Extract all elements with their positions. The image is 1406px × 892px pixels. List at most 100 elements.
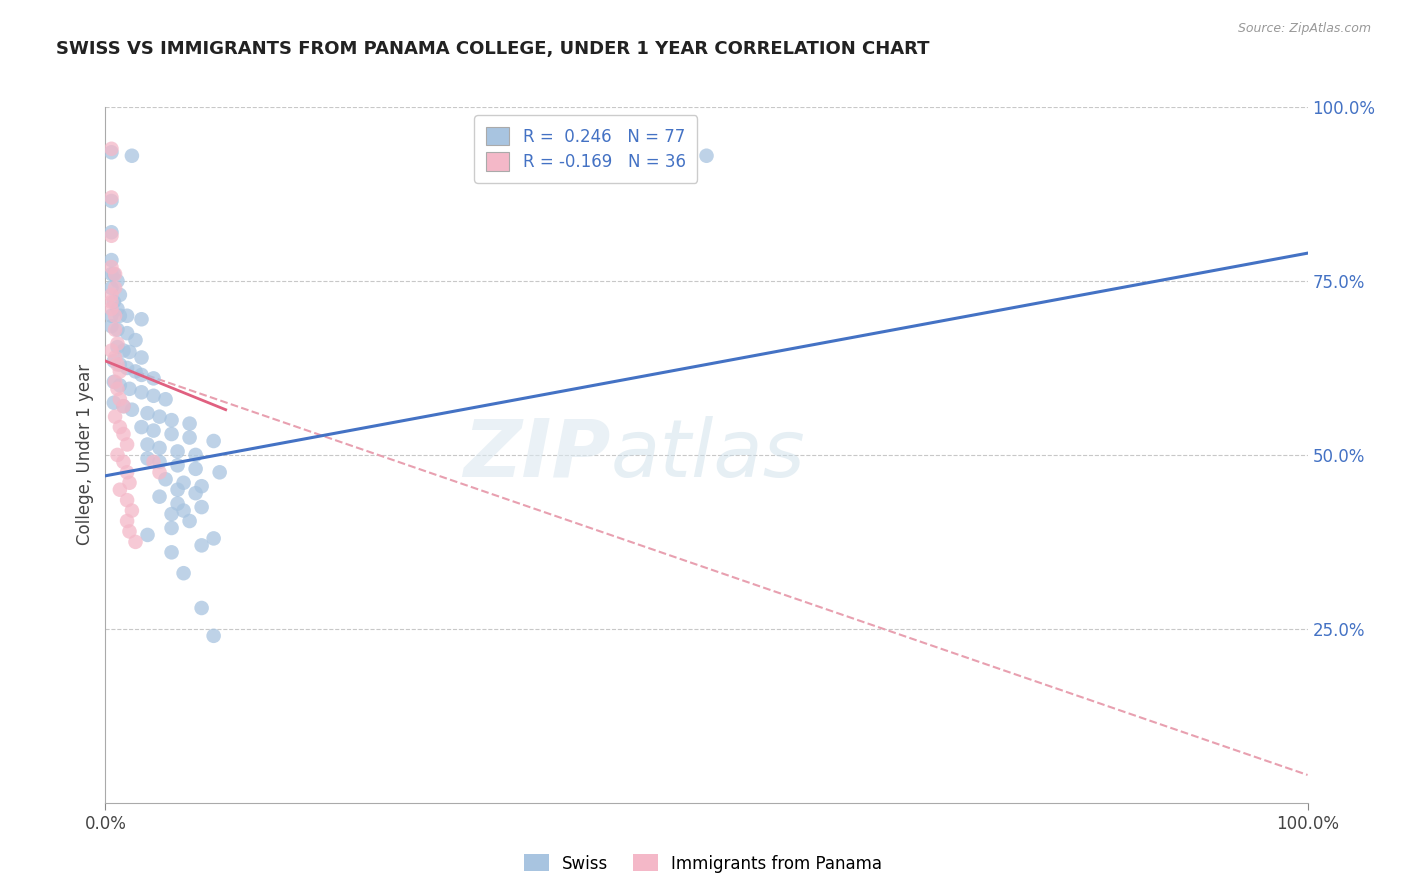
Legend: Swiss, Immigrants from Panama: Swiss, Immigrants from Panama — [517, 847, 889, 880]
Point — [104, 267, 127, 281]
Point — [100, 260, 122, 274]
Point — [190, 538, 212, 552]
Point — [136, 528, 159, 542]
Point — [108, 309, 131, 323]
Point — [160, 545, 183, 559]
Point — [160, 427, 183, 442]
Point — [148, 490, 170, 504]
Point — [100, 309, 122, 323]
Point — [208, 466, 231, 480]
Point — [100, 281, 122, 295]
Point — [103, 294, 125, 309]
Point — [100, 288, 122, 302]
Point — [121, 503, 143, 517]
Text: ZIP: ZIP — [463, 416, 610, 494]
Point — [124, 333, 146, 347]
Point — [179, 514, 201, 528]
Point — [115, 514, 138, 528]
Point — [108, 364, 131, 378]
Point — [142, 455, 165, 469]
Point — [107, 323, 129, 337]
Point — [136, 451, 159, 466]
Point — [142, 389, 165, 403]
Point — [108, 358, 131, 372]
Point — [124, 364, 146, 378]
Point — [112, 427, 135, 442]
Point — [166, 483, 188, 497]
Point — [108, 378, 131, 392]
Point — [107, 301, 129, 316]
Point — [166, 458, 188, 473]
Point — [121, 402, 143, 417]
Point — [131, 312, 153, 326]
Text: Source: ZipAtlas.com: Source: ZipAtlas.com — [1237, 22, 1371, 36]
Point — [100, 225, 122, 239]
Point — [160, 521, 183, 535]
Point — [107, 274, 129, 288]
Point — [107, 382, 129, 396]
Point — [131, 368, 153, 382]
Point — [118, 345, 141, 359]
Point — [190, 479, 212, 493]
Point — [202, 434, 225, 448]
Point — [202, 532, 225, 546]
Point — [136, 437, 159, 451]
Point — [173, 475, 195, 490]
Point — [100, 253, 122, 268]
Point — [100, 194, 122, 208]
Point — [107, 340, 129, 354]
Point — [155, 392, 177, 407]
Point — [155, 472, 177, 486]
Point — [142, 424, 165, 438]
Point — [202, 629, 225, 643]
Point — [131, 351, 153, 365]
Point — [166, 497, 188, 511]
Point — [100, 319, 122, 334]
Point — [112, 399, 135, 413]
Point — [104, 281, 127, 295]
Point — [118, 524, 141, 539]
Point — [184, 448, 207, 462]
Point — [118, 475, 141, 490]
Point — [100, 145, 122, 160]
Point — [112, 343, 135, 358]
Point — [696, 149, 718, 163]
Point — [108, 420, 131, 434]
Point — [160, 413, 183, 427]
Point — [124, 535, 146, 549]
Point — [148, 441, 170, 455]
Point — [184, 486, 207, 500]
Point — [104, 309, 127, 323]
Point — [115, 466, 138, 480]
Point — [112, 399, 135, 413]
Point — [100, 142, 122, 156]
Text: atlas: atlas — [610, 416, 806, 494]
Point — [100, 228, 122, 243]
Point — [131, 420, 153, 434]
Point — [115, 437, 138, 451]
Point — [173, 566, 195, 581]
Point — [107, 448, 129, 462]
Point — [115, 360, 138, 375]
Point — [104, 409, 127, 424]
Point — [100, 301, 122, 316]
Point — [100, 294, 122, 309]
Legend: R =  0.246   N = 77, R = -0.169   N = 36: R = 0.246 N = 77, R = -0.169 N = 36 — [474, 115, 697, 183]
Point — [100, 343, 122, 358]
Text: SWISS VS IMMIGRANTS FROM PANAMA COLLEGE, UNDER 1 YEAR CORRELATION CHART: SWISS VS IMMIGRANTS FROM PANAMA COLLEGE,… — [56, 40, 929, 58]
Point — [115, 493, 138, 508]
Point — [108, 288, 131, 302]
Point — [142, 371, 165, 385]
Point — [104, 323, 127, 337]
Point — [160, 507, 183, 521]
Point — [103, 354, 125, 368]
Y-axis label: College, Under 1 year: College, Under 1 year — [76, 364, 94, 546]
Point — [121, 149, 143, 163]
Point — [103, 267, 125, 281]
Point — [184, 462, 207, 476]
Point — [108, 483, 131, 497]
Point — [148, 409, 170, 424]
Point — [118, 382, 141, 396]
Point — [179, 431, 201, 445]
Point — [103, 375, 125, 389]
